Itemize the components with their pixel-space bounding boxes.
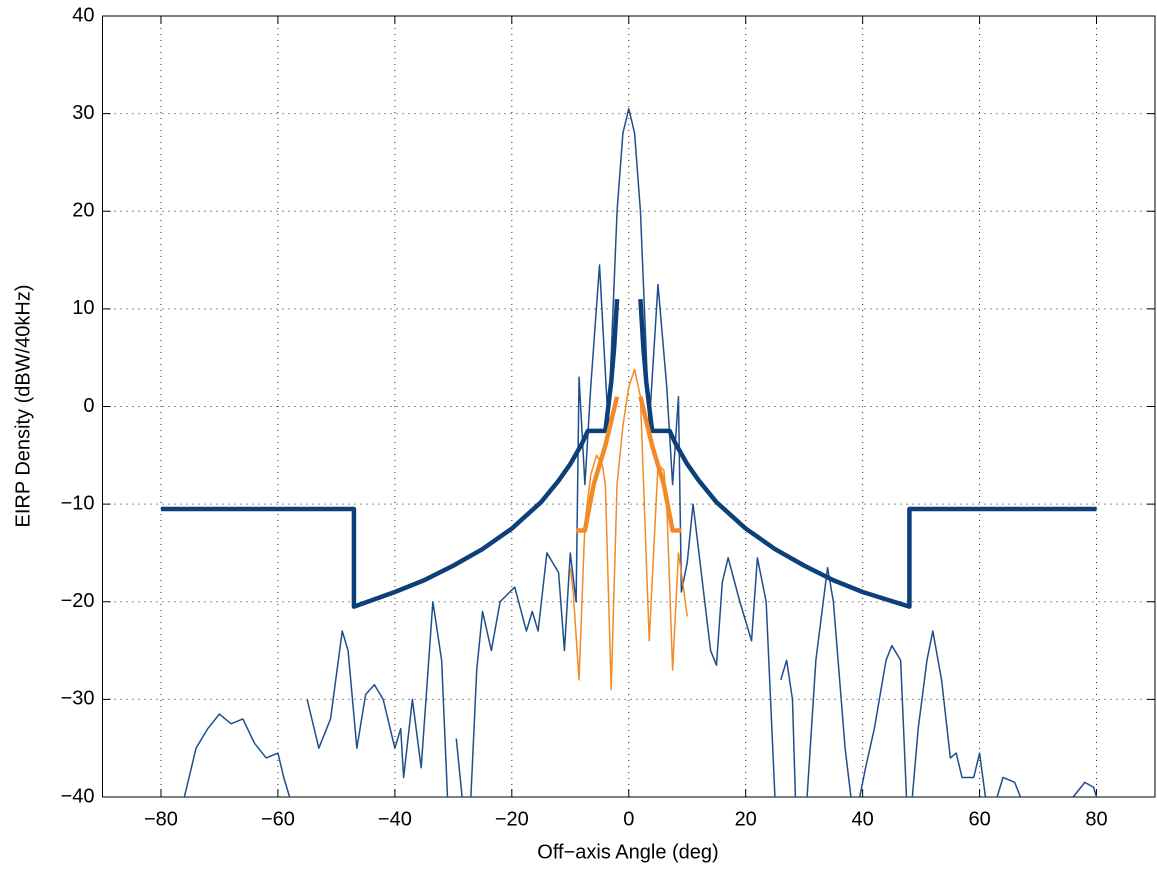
plot-area	[160, 107, 1098, 797]
y-tick-label: −10	[61, 492, 95, 514]
x-tick-label: 40	[852, 808, 874, 830]
y-tick-label: 10	[72, 297, 94, 319]
x-tick-label: −80	[144, 808, 178, 830]
y-tick-label: −40	[61, 785, 95, 807]
line-series	[160, 298, 1097, 609]
line-series	[569, 368, 688, 691]
x-tick-label: −40	[378, 808, 412, 830]
x-tick-label: 80	[1085, 808, 1107, 830]
y-tick-label: 30	[72, 102, 94, 124]
x-tick-label: 20	[735, 808, 757, 830]
line-series	[576, 396, 682, 533]
y-tick-label: 0	[83, 395, 94, 417]
y-tick-label: 20	[72, 200, 94, 222]
y-tick-label: −30	[61, 688, 95, 710]
line-series	[183, 107, 1098, 797]
plot-frame	[102, 15, 1156, 798]
x-tick-label: −60	[261, 808, 295, 830]
y-tick-label: −20	[61, 590, 95, 612]
x-axis-label: Off−axis Angle (deg)	[537, 841, 718, 863]
x-tick-label: 0	[623, 808, 634, 830]
x-tick-label: −20	[495, 808, 529, 830]
y-axis-label: EIRP Density (dBW/40kHz)	[12, 284, 34, 527]
y-tick-label: 40	[72, 4, 94, 26]
x-tick-label: 60	[968, 808, 990, 830]
